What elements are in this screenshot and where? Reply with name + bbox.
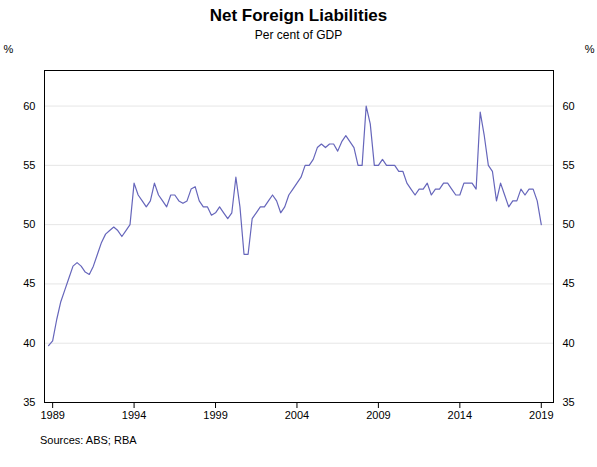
svg-text:2019: 2019 <box>529 409 553 421</box>
html-text:Sources: ABS; RBA: Sources: ABS; RBA <box>40 434 137 446</box>
svg-text:35: 35 <box>23 396 35 408</box>
html-text:Net Foreign Liabilities: Net Foreign Liabilities <box>209 6 388 25</box>
svg-text:55: 55 <box>563 159 575 171</box>
svg-text:60: 60 <box>563 100 575 112</box>
svg-text:40: 40 <box>23 337 35 349</box>
svg-text:%: % <box>4 43 14 55</box>
svg-text:1989: 1989 <box>40 409 64 421</box>
svg-text:50: 50 <box>563 218 575 230</box>
svg-text:45: 45 <box>563 277 575 289</box>
svg-text:2004: 2004 <box>285 409 309 421</box>
svg-text:1994: 1994 <box>122 409 146 421</box>
svg-text:1999: 1999 <box>203 409 227 421</box>
svg-text:50: 50 <box>23 218 35 230</box>
svg-text:55: 55 <box>23 159 35 171</box>
html-text:Per cent of GDP: Per cent of GDP <box>254 28 343 42</box>
svg-text:%: % <box>585 43 595 55</box>
svg-text:2014: 2014 <box>448 409 472 421</box>
svg-text:35: 35 <box>563 396 575 408</box>
svg-text:40: 40 <box>563 337 575 349</box>
svg-text:45: 45 <box>23 277 35 289</box>
svg-text:60: 60 <box>23 100 35 112</box>
svg-text:2009: 2009 <box>366 409 390 421</box>
